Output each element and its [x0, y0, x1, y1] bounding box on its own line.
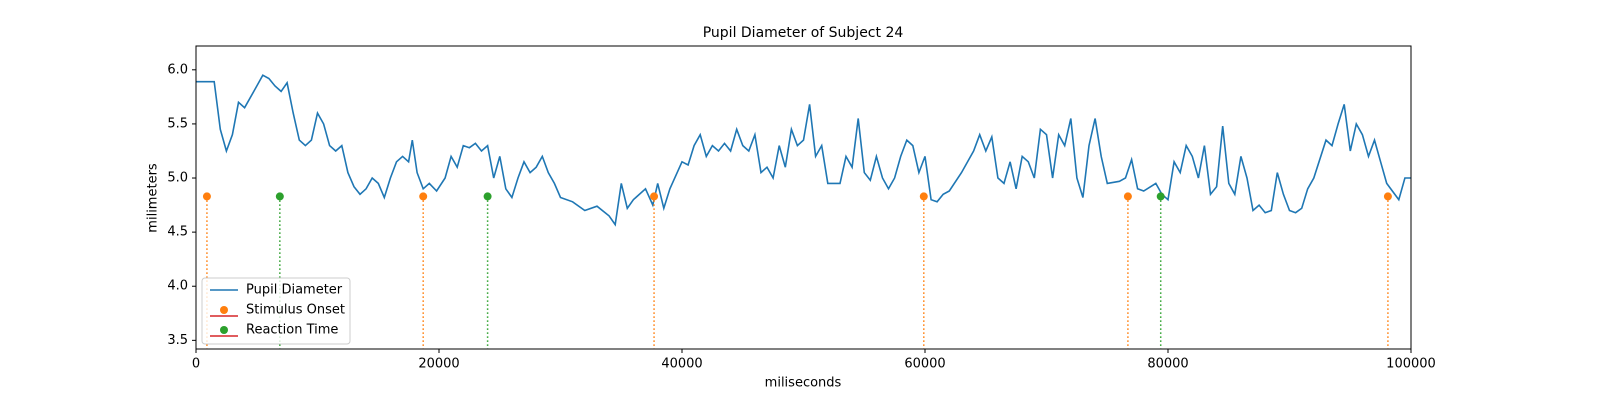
x-axis-label: miliseconds: [765, 376, 842, 391]
stem-marker: [275, 192, 284, 201]
chart-title: Pupil Diameter of Subject 24: [703, 25, 904, 41]
legend-swatch: [220, 326, 228, 334]
legend-label: Stimulus Onset: [246, 303, 345, 318]
stem-marker: [919, 192, 928, 201]
legend-swatch: [220, 306, 228, 314]
y-axis-label: milimeters: [146, 163, 161, 233]
axes-frame: [195, 45, 1412, 350]
legend-box: [201, 277, 351, 345]
x-tick-label: 40000: [661, 357, 702, 372]
y-tick-label: 5.0: [167, 171, 188, 186]
stem-marker: [650, 192, 659, 201]
stem-marker: [1383, 192, 1392, 201]
y-tick-label: 3.5: [167, 333, 188, 348]
x-tick-label: 20000: [418, 357, 459, 372]
stem-marker: [483, 192, 492, 201]
legend-label: Pupil Diameter: [246, 283, 343, 298]
y-tick-label: 4.0: [167, 279, 188, 294]
stem-marker: [202, 192, 211, 201]
x-tick-label: 60000: [904, 357, 945, 372]
x-tick-label: 0: [192, 357, 200, 372]
plot-area: [196, 74, 1411, 349]
x-tick-label: 80000: [1147, 357, 1188, 372]
stem-marker: [1123, 192, 1132, 201]
pupil-line: [196, 74, 1411, 227]
stem-marker: [419, 192, 428, 201]
stem-marker: [1156, 192, 1165, 201]
y-tick-label: 6.0: [167, 62, 188, 77]
legend-label: Reaction Time: [246, 323, 338, 338]
x-tick-label: 100000: [1386, 357, 1436, 372]
y-tick-label: 4.5: [167, 225, 188, 240]
y-tick-label: 5.5: [167, 116, 188, 131]
